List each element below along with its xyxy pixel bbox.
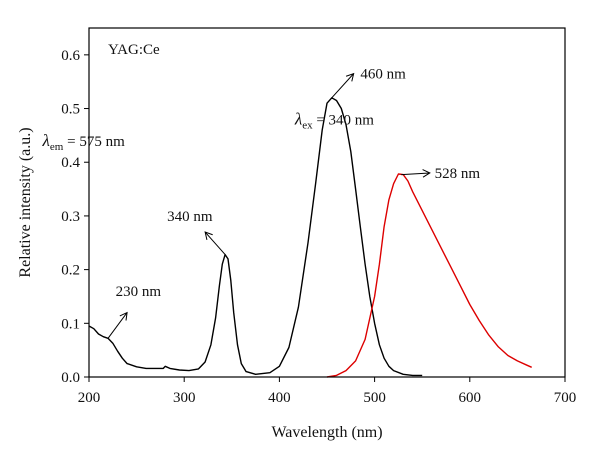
series-line-2: [326, 173, 532, 378]
axis-ticks: 200 300 400 500 600 700 0.0 0.1 0.2 0.3 0.4 0.5 0.6: [61, 48, 576, 406]
x-axis-label: Wavelength (nm): [271, 424, 382, 441]
annotation-arrowhead: [119, 311, 128, 321]
series-line-1: [88, 97, 423, 377]
annotations: 230 nm 340 nm 460 nm 528 nm λem = 575 nm λex …: [42, 67, 481, 339]
y-axis-label: Relative intensity (a.u.): [17, 127, 34, 277]
x-tick-label: 200: [78, 390, 101, 406]
annotation-arrowhead: [345, 72, 355, 82]
x-tick-label: 600: [459, 390, 482, 406]
y-tick-label: 0.0: [61, 370, 80, 386]
x-tick-label: 500: [363, 390, 386, 406]
y-tick-label: 0.1: [61, 316, 80, 332]
axes-frame: [88, 27, 566, 378]
y-tick-label: 0.5: [61, 102, 80, 118]
annotation-arrowhead: [204, 231, 213, 240]
sample-label: YAG:Ce: [108, 42, 160, 58]
y-tick-label: 0.6: [61, 48, 80, 64]
y-tick-label: 0.3: [61, 209, 80, 225]
annotation-arrow: [331, 73, 355, 99]
peak-label: 528 nm: [435, 166, 481, 182]
y-tick-label: 0.4: [61, 155, 80, 171]
annotation-arrow: [401, 172, 430, 176]
peak-label: 460 nm: [360, 67, 406, 83]
annotation-arrow: [204, 231, 226, 255]
x-tick-label: 700: [554, 390, 577, 406]
annotation-arrow: [107, 312, 128, 339]
x-tick-label: 300: [173, 390, 196, 406]
y-tick-label: 0.2: [61, 263, 80, 279]
wavelength-label: λem = 575 nm: [42, 131, 126, 153]
wavelength-label: λex = 340 nm: [294, 109, 374, 131]
peak-label: 230 nm: [116, 284, 162, 300]
annotation-arrowhead: [422, 169, 431, 178]
plot-area: [88, 97, 532, 378]
x-tick-label: 400: [268, 390, 291, 406]
peak-label: 340 nm: [167, 209, 213, 225]
